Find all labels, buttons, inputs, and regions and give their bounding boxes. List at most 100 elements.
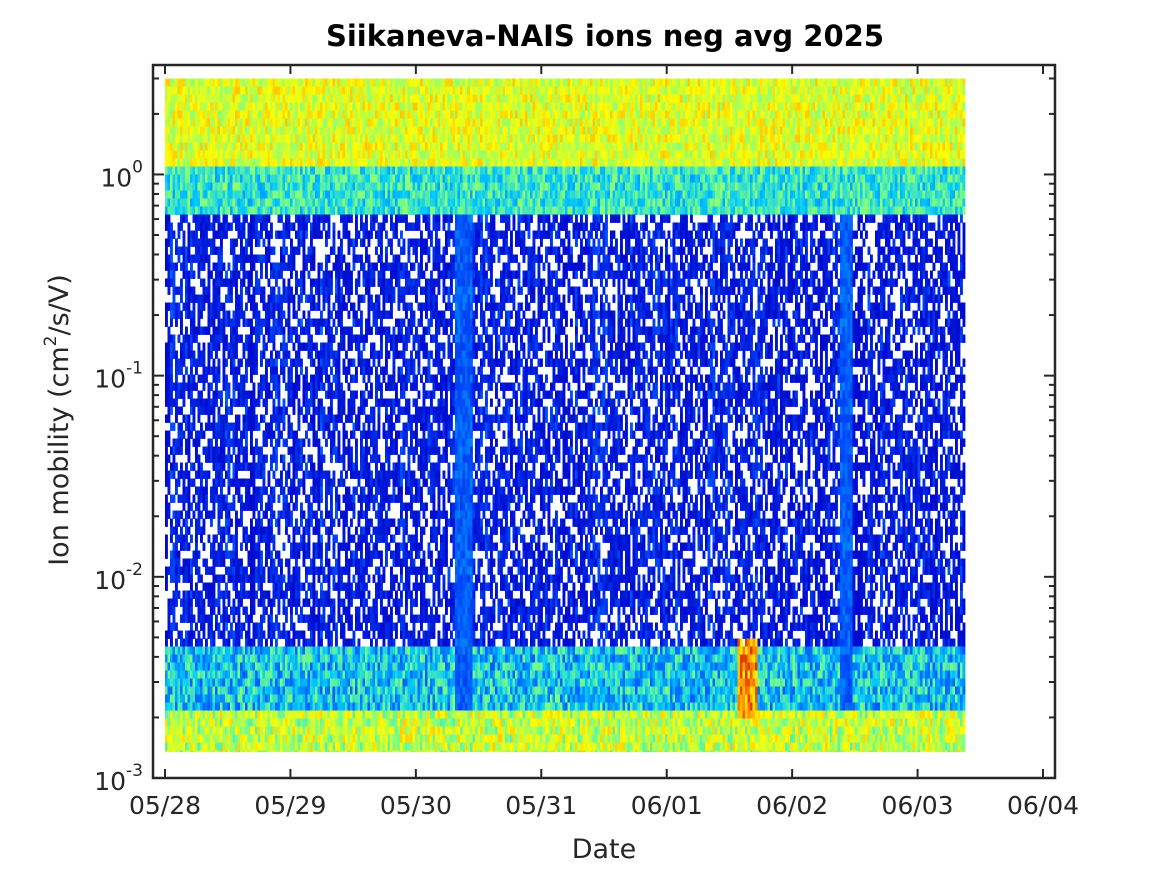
heatmap-cell: [173, 111, 176, 119]
heatmap-cell: [193, 407, 196, 415]
heatmap-cell: [208, 399, 211, 407]
heatmap-cell: [218, 543, 221, 551]
heatmap-cell: [190, 431, 193, 439]
heatmap-cell: [198, 487, 201, 495]
heatmap-cell: [180, 79, 183, 87]
heatmap-cell: [188, 487, 191, 495]
heatmap-cell: [210, 751, 213, 753]
heatmap-cell: [195, 599, 198, 607]
heatmap-cell: [203, 671, 206, 679]
heatmap-cell: [208, 327, 211, 335]
heatmap-cell: [198, 687, 201, 695]
heatmap-cell: [170, 151, 173, 159]
heatmap-cell: [188, 375, 191, 383]
heatmap-cell: [215, 623, 218, 631]
heatmap-cell: [175, 687, 178, 695]
heatmap-cell: [173, 623, 176, 631]
heatmap-cell: [195, 167, 198, 175]
heatmap-cell: [168, 703, 171, 711]
heatmap-cell: [198, 439, 201, 447]
heatmap-cell: [165, 735, 168, 743]
heatmap-cell: [185, 175, 188, 183]
heatmap-cell: [215, 271, 218, 279]
heatmap-cell: [170, 271, 173, 279]
heatmap-cell: [183, 79, 186, 87]
heatmap-cell: [188, 431, 191, 439]
heatmap-cell: [193, 127, 196, 135]
heatmap-cell: [198, 495, 201, 503]
heatmap-cell: [193, 671, 196, 679]
heatmap-cell: [198, 399, 201, 407]
chart-title: Siikaneva-NAIS ions neg avg 2025: [326, 19, 884, 53]
heatmap-cell: [218, 599, 221, 607]
heatmap-cell: [190, 103, 193, 111]
heatmap-cell: [195, 215, 198, 223]
heatmap-cell: [210, 343, 213, 351]
heatmap-cell: [185, 447, 188, 455]
heatmap-cell: [180, 175, 183, 183]
heatmap-cell: [200, 575, 203, 583]
heatmap-cell: [185, 247, 188, 255]
heatmap-cell: [175, 87, 178, 95]
heatmap-cell: [180, 319, 183, 327]
heatmap-cell: [188, 103, 191, 111]
heatmap-cell: [165, 247, 168, 255]
heatmap-cell: [175, 311, 178, 319]
heatmap-cell: [170, 95, 173, 103]
heatmap-cell: [213, 735, 216, 743]
heatmap-cell: [190, 335, 193, 343]
heatmap-cell: [173, 95, 176, 103]
heatmap-cell: [170, 127, 173, 135]
heatmap-cell: [200, 191, 203, 199]
heatmap-cell: [170, 239, 173, 247]
heatmap-cell: [188, 159, 191, 167]
heatmap-cell: [185, 311, 188, 319]
heatmap-cell: [208, 511, 211, 519]
heatmap-cell: [203, 303, 206, 311]
heatmap-cell: [218, 263, 221, 271]
heatmap-cell: [195, 719, 198, 727]
heatmap-cell: [208, 711, 211, 719]
heatmap-cell: [193, 175, 196, 183]
heatmap-cell: [198, 87, 201, 95]
heatmap-cell: [193, 687, 196, 695]
heatmap-cell: [213, 223, 216, 231]
heatmap-cell: [168, 175, 171, 183]
heatmap-cell: [170, 183, 173, 191]
heatmap-cell: [200, 183, 203, 191]
heatmap-cell: [168, 159, 171, 167]
heatmap-cell: [198, 703, 201, 711]
heatmap-cell: [170, 671, 173, 679]
heatmap-cell: [168, 79, 171, 87]
heatmap-cell: [218, 527, 221, 535]
heatmap-cell: [183, 167, 186, 175]
heatmap-cell: [210, 159, 213, 167]
heatmap-cell: [193, 375, 196, 383]
heatmap-cell: [188, 287, 191, 295]
heatmap-cell: [180, 495, 183, 503]
heatmap-cell: [203, 215, 206, 223]
heatmap-cell: [188, 567, 191, 575]
heatmap-cell: [215, 167, 218, 175]
heatmap-cell: [183, 135, 186, 143]
heatmap-cell: [205, 687, 208, 695]
heatmap-cell: [198, 303, 201, 311]
heatmap-cell: [218, 607, 221, 615]
heatmap-cell: [175, 727, 178, 735]
heatmap-cell: [170, 319, 173, 327]
heatmap-cell: [205, 375, 208, 383]
heatmap-cell: [170, 383, 173, 391]
heatmap-cell: [208, 671, 211, 679]
heatmap-cell: [190, 391, 193, 399]
heatmap-cell: [175, 183, 178, 191]
heatmap-column: [180, 79, 183, 753]
heatmap-cell: [180, 407, 183, 415]
heatmap-cell: [205, 751, 208, 753]
heatmap-cell: [168, 207, 171, 215]
heatmap-cell: [193, 303, 196, 311]
heatmap-cell: [170, 575, 173, 583]
heatmap-cell: [170, 311, 173, 319]
heatmap-cell: [183, 607, 186, 615]
heatmap-cell: [210, 311, 213, 319]
heatmap-cell: [195, 103, 198, 111]
